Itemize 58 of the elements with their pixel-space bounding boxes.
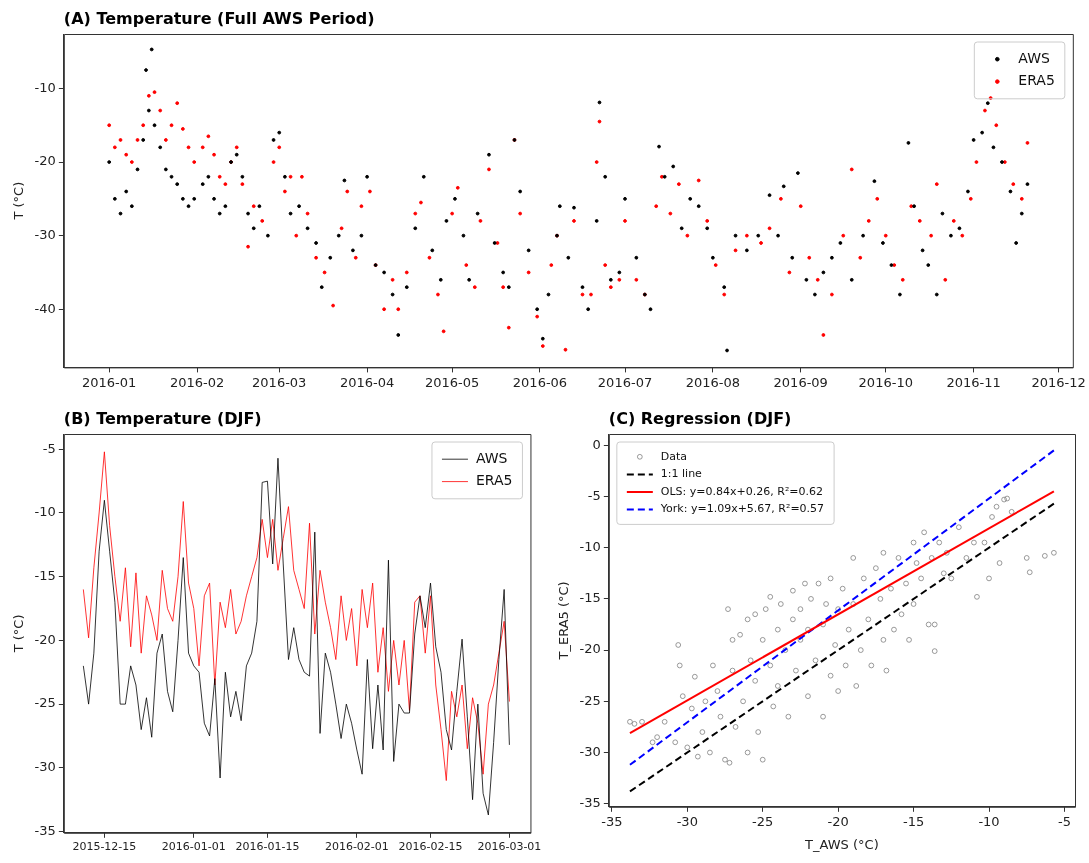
x-tick-label: -35 <box>601 813 623 829</box>
y-tick-label: -20 <box>579 641 601 657</box>
y-tick-label: -30 <box>579 743 601 759</box>
y-tick-label: -5 <box>42 440 56 456</box>
x-tick-label: 2015-12-15 <box>72 840 137 854</box>
x-tick-label: -20 <box>827 813 849 829</box>
x-tick-label: -25 <box>752 813 774 829</box>
x-tick-label: 2016-09 <box>773 374 828 390</box>
y-tick-label: 0 <box>592 436 601 452</box>
x-tick-label: 2016-01 <box>82 374 137 390</box>
x-tick-label: 2016-11 <box>946 374 1001 390</box>
chart-title: (B) Temperature (DJF) <box>63 409 262 429</box>
x-tick-label: 2016-02-15 <box>398 840 463 854</box>
y-tick-label: -30 <box>34 227 56 243</box>
x-tick-label: 2016-01-01 <box>161 840 226 854</box>
legend-label: Data <box>660 449 688 463</box>
y-tick-label: -20 <box>34 153 56 169</box>
x-tick-label: 2016-06 <box>512 374 568 390</box>
y-axis-title: T (°C) <box>11 614 27 654</box>
x-tick-label: -5 <box>1057 813 1071 829</box>
x-tick-label: 2016-03 <box>252 374 307 390</box>
y-axis-title: T (°C) <box>11 181 27 221</box>
y-tick-label: -10 <box>34 79 56 95</box>
legend-label: ERA5 <box>1018 72 1055 89</box>
y-tick-label: -30 <box>34 759 56 775</box>
legend-label: 1:1 line <box>660 467 703 481</box>
legend-label: ERA5 <box>475 472 513 489</box>
x-tick-label: 2016-05 <box>424 374 480 390</box>
x-tick-label: 2016-02 <box>169 374 225 390</box>
x-tick-label: 2016-10 <box>858 374 913 390</box>
x-tick-label: 2016-02-01 <box>324 840 389 854</box>
chart-title: (C) Regression (DJF) <box>608 409 792 429</box>
x-tick-label: 2016-04 <box>339 374 395 390</box>
y-tick-label: -25 <box>34 695 56 711</box>
legend-label: OLS: y=0.84x+0.26, R²=0.62 <box>660 484 823 498</box>
y-tick-label: -15 <box>34 568 56 584</box>
x-tick-label: 2016-12 <box>1031 374 1086 390</box>
x-tick-label: 2016-08 <box>685 374 741 390</box>
x-tick-label: -30 <box>676 813 698 829</box>
y-tick-label: -35 <box>579 795 601 811</box>
y-tick-label: -25 <box>579 692 601 708</box>
x-tick-label: 2016-01-15 <box>235 840 300 854</box>
y-tick-label: -15 <box>579 590 601 606</box>
legend-label: York: y=1.09x+5.67, R²=0.57 <box>659 502 825 516</box>
x-axis-title: T_AWS (°C) <box>804 836 879 852</box>
y-tick-label: -40 <box>34 300 56 316</box>
legend-label: AWS <box>1018 49 1050 66</box>
x-tick-label: 2016-03-01 <box>477 840 542 854</box>
x-tick-label: -15 <box>902 813 925 829</box>
chart-title: (A) Temperature (Full AWS Period) <box>63 9 375 29</box>
y-tick-label: -10 <box>34 504 56 520</box>
y-tick-label: -5 <box>587 487 601 503</box>
y-tick-label: -10 <box>579 539 601 555</box>
y-axis-title: T_ERA5 (°C) <box>556 581 572 661</box>
x-tick-label: 2016-07 <box>597 374 653 390</box>
legend-label: AWS <box>475 449 508 466</box>
y-tick-label: -20 <box>34 631 56 647</box>
x-tick-label: -10 <box>978 813 1000 829</box>
